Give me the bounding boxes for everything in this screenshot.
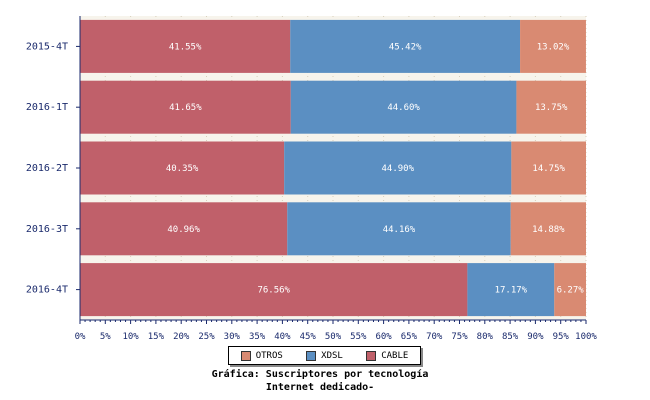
y-tick-label: 2016-3T xyxy=(26,224,68,235)
legend-label-cable: CABLE xyxy=(381,350,409,361)
x-tick-label: 15% xyxy=(148,332,165,340)
bar-segment-cable xyxy=(80,263,468,317)
x-tick-label: 25% xyxy=(198,332,215,340)
bar-data-label: 14.75% xyxy=(532,164,565,174)
legend-swatch-otros xyxy=(240,350,251,361)
bar-data-label: 17.17% xyxy=(495,286,528,296)
bar-data-label: 40.35% xyxy=(166,164,199,174)
x-tick-label: 65% xyxy=(401,332,418,340)
x-tick-label: 70% xyxy=(426,332,443,340)
x-tick-label: 35% xyxy=(249,332,266,340)
x-tick-label: 20% xyxy=(173,332,190,340)
y-tick-label: 2016-1T xyxy=(26,102,68,113)
x-tick-label: 75% xyxy=(451,332,468,340)
x-tick-label: 55% xyxy=(350,332,367,340)
bar-segment-cable xyxy=(80,202,288,256)
bar-segment-cable xyxy=(80,141,285,195)
bar-data-label: 40.96% xyxy=(167,225,200,235)
y-tick-label: 2016-2T xyxy=(26,163,68,174)
x-tick-label: 10% xyxy=(122,332,139,340)
bar-data-label: 14.88% xyxy=(532,225,565,235)
x-tick-label: 95% xyxy=(553,332,570,340)
x-tick-label: 100% xyxy=(575,332,597,340)
x-tick-label: 90% xyxy=(527,332,544,340)
bar-segment-xdsl xyxy=(287,202,511,256)
legend-swatch-cable xyxy=(366,350,377,361)
chart-title: Gráfica: Suscriptores por tecnología Int… xyxy=(150,368,490,394)
x-tick-label: 60% xyxy=(375,332,392,340)
bar-data-label: 41.65% xyxy=(169,103,202,113)
bar-segment-otros xyxy=(520,19,586,73)
bar-data-label: 44.16% xyxy=(383,225,416,235)
x-tick-label: 30% xyxy=(224,332,241,340)
x-tick-label: 80% xyxy=(477,332,494,340)
x-tick-label: 0% xyxy=(75,332,86,340)
legend-item-xdsl: XDSL xyxy=(306,350,343,361)
legend-swatch-xdsl xyxy=(306,350,317,361)
bar-data-label: 76.56% xyxy=(257,286,290,296)
bar-segment-otros xyxy=(516,80,586,134)
bar-segment-xdsl xyxy=(467,263,555,317)
chart-legend: OTROS XDSL CABLE xyxy=(228,346,421,365)
bar-segment-otros xyxy=(511,141,586,195)
chart-title-line-1: Gráfica: Suscriptores por tecnología xyxy=(211,369,429,380)
bar-data-label: 44.90% xyxy=(382,164,415,174)
legend-item-otros: OTROS xyxy=(240,350,283,361)
y-tick-label: 2015-4T xyxy=(26,41,68,52)
bar-data-label: 41.55% xyxy=(169,42,202,52)
stacked-bar-chart: 41.55% 45.42% 13.02% 2015-4T 41.65% 44.60% 13.… xyxy=(26,16,597,340)
bar-segment-xdsl xyxy=(290,80,517,134)
x-tick-label: 85% xyxy=(502,332,519,340)
bar-data-label: 44.60% xyxy=(387,103,420,113)
x-tick-label: 40% xyxy=(274,332,291,340)
legend-item-cable: CABLE xyxy=(366,350,409,361)
bar-segment-otros xyxy=(554,263,586,317)
y-tick-label: 2016-4T xyxy=(26,285,68,296)
legend-label-xdsl: XDSL xyxy=(321,350,343,361)
x-tick-label: 45% xyxy=(300,332,317,340)
bar-segment-cable xyxy=(80,80,291,134)
legend-label-otros: OTROS xyxy=(255,350,283,361)
bar-segment-cable xyxy=(80,19,291,73)
bar-data-label: 13.02% xyxy=(537,42,570,52)
bar-data-label: 6.27% xyxy=(557,286,585,296)
bar-data-label: 45.42% xyxy=(389,42,422,52)
x-tick-label: 50% xyxy=(325,332,342,340)
bar-segment-otros xyxy=(510,202,586,256)
bar-data-label: 13.75% xyxy=(535,103,568,113)
bar-segment-xdsl xyxy=(284,141,512,195)
x-tick-label: 5% xyxy=(100,332,111,340)
chart-title-line-2: Internet dedicado- xyxy=(265,382,375,393)
bar-segment-xdsl xyxy=(290,19,521,73)
